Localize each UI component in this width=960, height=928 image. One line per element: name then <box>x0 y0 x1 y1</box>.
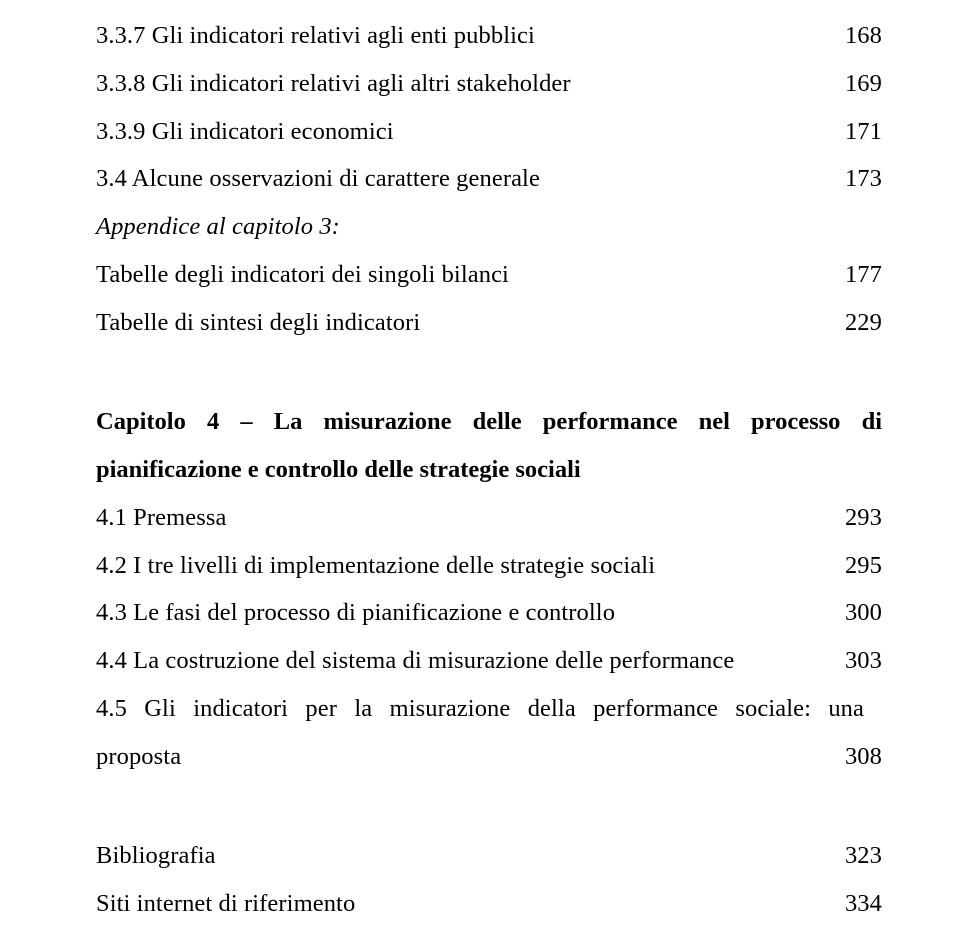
toc-page-number: 229 <box>836 299 882 347</box>
chapter-title-line1: Capitolo 4 – La misurazione delle perfor… <box>96 398 882 446</box>
toc-label: Tabelle di sintesi degli indicatori <box>96 299 836 347</box>
toc-entry: 3.3.8 Gli indicatori relativi agli altri… <box>96 60 882 108</box>
toc-label: 3.3.9 Gli indicatori economici <box>96 108 836 156</box>
toc-label: 4.4 La costruzione del sistema di misura… <box>96 637 836 685</box>
toc-page-number: 293 <box>836 494 882 542</box>
toc-page-number: 300 <box>836 589 882 637</box>
toc-entry: 3.3.9 Gli indicatori economici 171 <box>96 108 882 156</box>
toc-page-number: 168 <box>836 12 882 60</box>
toc-label: Tabelle degli indicatori dei singoli bil… <box>96 251 836 299</box>
toc-label: proposta <box>96 733 836 781</box>
toc-appendix-heading: Appendice al capitolo 3: <box>96 203 882 251</box>
toc-label: 4.2 I tre livelli di implementazione del… <box>96 542 836 590</box>
toc-label: 3.3.8 Gli indicatori relativi agli altri… <box>96 60 836 108</box>
toc-label: 3.4 Alcune osservazioni di carattere gen… <box>96 155 836 203</box>
toc-entry: Siti internet di riferimento 334 <box>96 880 882 928</box>
toc-page-number: 171 <box>836 108 882 156</box>
toc-label: 3.3.7 Gli indicatori relativi agli enti … <box>96 12 836 60</box>
toc-page-number: 177 <box>836 251 882 299</box>
toc-entry: 4.4 La costruzione del sistema di misura… <box>96 637 882 685</box>
toc-entry: Tabelle di sintesi degli indicatori 229 <box>96 299 882 347</box>
toc-page-number: 334 <box>836 880 882 928</box>
toc-label: Appendice al capitolo 3: <box>96 203 882 251</box>
spacer <box>96 346 882 398</box>
toc-label: 4.3 Le fasi del processo di pianificazio… <box>96 589 836 637</box>
toc-entry: Bibliografia 323 <box>96 832 882 880</box>
toc-entry: Tabelle degli indicatori dei singoli bil… <box>96 251 882 299</box>
toc-page-number: 303 <box>836 637 882 685</box>
toc-page-number: 308 <box>836 733 882 781</box>
toc-page-number: 173 <box>836 155 882 203</box>
toc-entry: 4.1 Premessa 293 <box>96 494 882 542</box>
toc-entry: 4.3 Le fasi del processo di pianificazio… <box>96 589 882 637</box>
page: 3.3.7 Gli indicatori relativi agli enti … <box>0 0 960 919</box>
toc-label: Siti internet di riferimento <box>96 880 836 928</box>
toc-entry-wrapped-line1: 4.5 Gli indicatori per la misurazione de… <box>96 685 882 733</box>
toc-label: Bibliografia <box>96 832 836 880</box>
chapter-title-line2: pianificazione e controllo delle strateg… <box>96 446 882 494</box>
toc-entry-wrapped-line2: proposta 308 <box>96 733 882 781</box>
toc-entry: 3.4 Alcune osservazioni di carattere gen… <box>96 155 882 203</box>
spacer <box>96 780 882 832</box>
toc-label: 4.5 Gli indicatori per la misurazione de… <box>96 685 882 733</box>
toc-page-number: 169 <box>836 60 882 108</box>
toc-page-number: 295 <box>836 542 882 590</box>
toc-entry: 4.2 I tre livelli di implementazione del… <box>96 542 882 590</box>
toc-entry: 3.3.7 Gli indicatori relativi agli enti … <box>96 12 882 60</box>
toc-page-number: 323 <box>836 832 882 880</box>
toc-label: 4.1 Premessa <box>96 494 836 542</box>
